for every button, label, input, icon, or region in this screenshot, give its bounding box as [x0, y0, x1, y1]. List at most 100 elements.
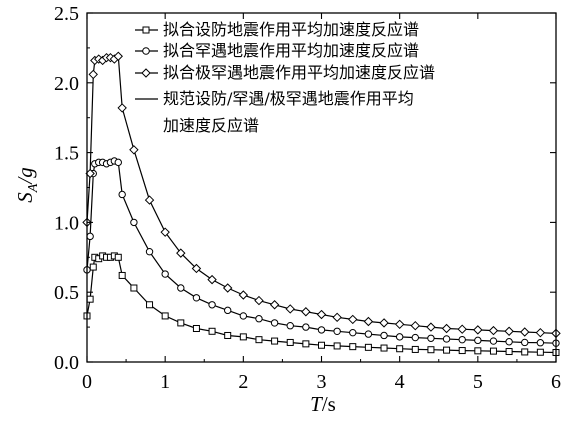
point-square-35	[505, 348, 513, 356]
point-circle-28	[395, 333, 404, 341]
point-square-30	[427, 346, 435, 354]
point-diamond-33	[473, 325, 483, 335]
point-square-11	[130, 284, 138, 292]
point-diamond-27	[379, 318, 389, 328]
point-circle-10	[118, 190, 126, 199]
point-circle-22	[302, 323, 310, 331]
y-tick-labels: 0.0 0.5 1.0 1.5 2.0 2.5	[54, 3, 79, 374]
point-circle-31	[442, 335, 451, 343]
legend-label-3-line2: 加速度反应谱	[163, 116, 259, 135]
point-square-33	[474, 347, 482, 355]
point-circle-37	[536, 339, 545, 347]
point-circle-21	[286, 322, 294, 330]
point-square-26	[364, 343, 372, 351]
point-diamond-35	[504, 326, 514, 336]
y-tick-label: 0.5	[54, 282, 79, 304]
point-square-22	[302, 340, 310, 348]
legend-label-1: 拟合罕遇地震作用平均加速度反应谱	[163, 41, 419, 60]
x-tick-label: 2	[238, 371, 248, 393]
point-circle-17	[224, 306, 232, 315]
series-square	[83, 252, 560, 357]
x-tick-labels: 0 1 2 3 4 5 6	[82, 371, 561, 393]
point-diamond-10	[117, 103, 127, 113]
point-square-15	[192, 324, 200, 332]
point-circle-35	[505, 338, 513, 346]
point-diamond-26	[363, 316, 374, 327]
point-square-1	[86, 295, 94, 303]
point-circle-13	[161, 270, 169, 278]
point-diamond-23	[316, 309, 327, 320]
x-tick-label: 1	[160, 371, 170, 393]
point-circle-15	[192, 294, 201, 302]
y-tick-label: 2.0	[54, 73, 79, 95]
point-circle-34	[489, 337, 498, 345]
point-circle-20	[270, 319, 279, 327]
point-diamond-31	[441, 323, 452, 334]
axes	[86, 12, 557, 363]
point-diamond-22	[301, 307, 311, 317]
legend-label-3: 规范设防/罕遇/极罕遇地震作用平均	[163, 89, 414, 108]
series-circle	[83, 157, 560, 347]
y-axis-tail: /g	[13, 167, 37, 184]
legend-marker-diamond	[141, 68, 151, 78]
point-circle-14	[177, 284, 185, 292]
point-circle-27	[380, 331, 388, 340]
y-tick-label: 1.0	[54, 212, 79, 234]
point-diamond-17	[222, 283, 233, 293]
point-circle-16	[208, 301, 216, 309]
point-diamond-18	[238, 290, 249, 300]
point-circle-29	[411, 333, 419, 342]
point-diamond-21	[285, 304, 295, 314]
point-square-31	[443, 346, 451, 354]
point-circle-18	[239, 312, 248, 320]
series-diamond	[82, 51, 561, 339]
point-square-19	[255, 336, 263, 344]
legend-marker-square	[142, 26, 150, 34]
point-diamond-37	[535, 327, 546, 338]
y-axis-title: SA/g	[13, 167, 41, 202]
point-diamond-12	[144, 195, 155, 205]
x-axis-title: T/s	[310, 392, 336, 416]
x-axis-var: T	[310, 392, 323, 416]
point-square-28	[396, 345, 404, 353]
point-circle-12	[145, 248, 154, 256]
point-square-9	[114, 253, 122, 261]
point-square-21	[286, 338, 294, 346]
point-diamond-29	[410, 320, 421, 331]
point-diamond-25	[348, 314, 358, 325]
x-tick-label: 3	[317, 371, 327, 393]
point-diamond-30	[426, 322, 436, 332]
point-circle-24	[333, 327, 341, 335]
legend: 拟合设防地震作用平均加速度反应谱 拟合罕遇地震作用平均加速度反应谱 拟合极罕遇地…	[135, 20, 435, 135]
point-square-13	[161, 312, 169, 320]
point-diamond-16	[207, 274, 217, 285]
point-circle-1	[86, 232, 94, 241]
y-axis-var: S	[13, 192, 37, 203]
x-tick-label: 6	[551, 371, 561, 393]
point-diamond-15	[191, 263, 202, 274]
point-diamond-24	[332, 312, 342, 323]
point-square-24	[333, 342, 341, 350]
point-square-14	[177, 319, 185, 327]
point-diamond-2	[88, 69, 98, 80]
point-diamond-36	[520, 327, 530, 337]
point-square-37	[536, 348, 544, 356]
point-circle-32	[458, 335, 466, 344]
point-diamond-9	[113, 51, 123, 61]
legend-label-0: 拟合设防地震作用平均加速度反应谱	[163, 20, 419, 39]
y-axis-sub: A	[26, 183, 41, 193]
point-square-20	[271, 337, 279, 345]
point-diamond-34	[488, 325, 499, 336]
x-axis-unit: /s	[322, 392, 336, 416]
point-square-18	[239, 333, 247, 341]
point-square-23	[318, 341, 325, 349]
point-square-25	[349, 343, 357, 351]
point-circle-19	[255, 315, 263, 323]
point-circle-25	[349, 328, 357, 337]
point-diamond-13	[160, 227, 170, 237]
point-diamond-14	[176, 248, 186, 258]
legend-marker-circle	[142, 47, 150, 55]
point-diamond-20	[269, 300, 280, 310]
point-circle-36	[521, 338, 529, 347]
